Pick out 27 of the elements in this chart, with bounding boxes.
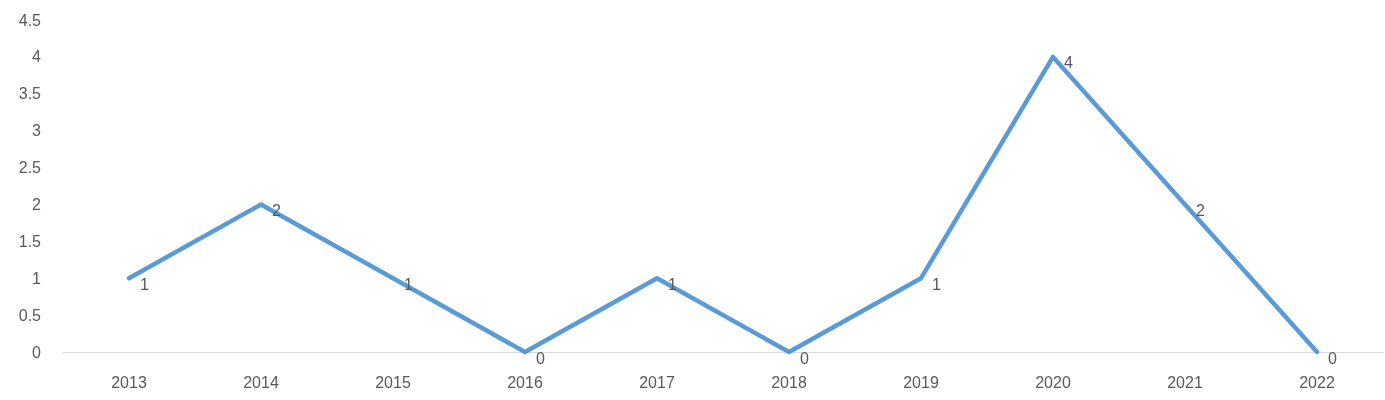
data-label: 0 (1328, 349, 1337, 367)
x-tick-label: 2015 (375, 373, 411, 391)
y-tick-label: 1 (32, 269, 42, 287)
x-tick-label: 2014 (243, 373, 279, 391)
data-label: 1 (932, 275, 941, 293)
y-tick-label: 3.5 (18, 85, 42, 103)
data-label: 2 (1196, 201, 1205, 219)
y-tick-label: 1.5 (18, 232, 42, 250)
x-tick-label: 2022 (1299, 373, 1335, 391)
data-label: 1 (140, 275, 149, 293)
x-tick-label: 2017 (639, 373, 675, 391)
y-tick-label: 2 (32, 195, 42, 213)
data-label: 4 (1064, 54, 1073, 72)
x-tick-label: 2013 (111, 373, 147, 391)
y-tick-label: 0.5 (18, 306, 42, 324)
y-tick-label: 3 (32, 122, 42, 140)
y-tick-label: 2.5 (18, 159, 42, 177)
x-tick-label: 2021 (1167, 373, 1203, 391)
data-label: 0 (800, 349, 809, 367)
x-tick-label: 2018 (771, 373, 807, 391)
y-tick-label: 0 (32, 343, 42, 361)
y-tick-label: 4 (32, 48, 42, 66)
x-tick-label: 2016 (507, 373, 543, 391)
data-label: 0 (536, 349, 545, 367)
y-tick-label: 4.5 (18, 11, 42, 29)
x-tick-label: 2020 (1035, 373, 1071, 391)
x-tick-label: 2019 (903, 373, 939, 391)
